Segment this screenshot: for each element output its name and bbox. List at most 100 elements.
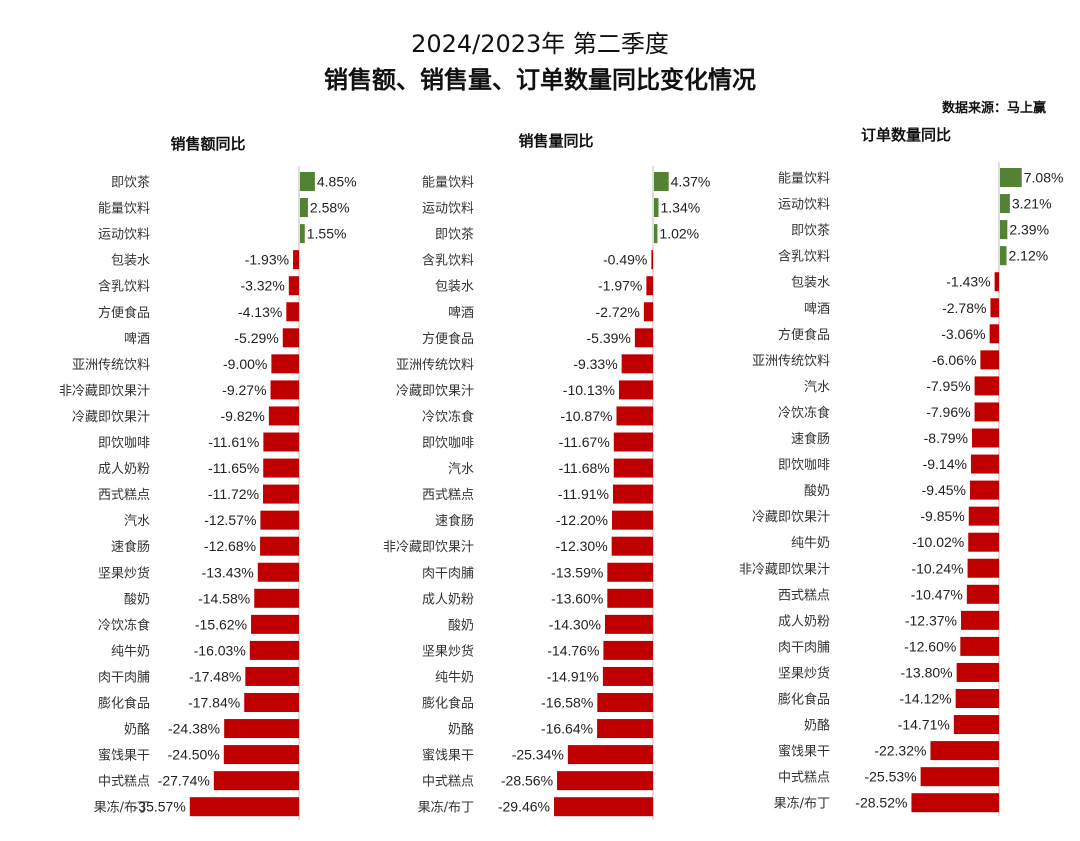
bar bbox=[557, 771, 653, 791]
category-label: 含乳饮料 bbox=[422, 253, 474, 269]
bar bbox=[612, 484, 653, 504]
category-label: 果冻/布丁 bbox=[418, 800, 474, 816]
data-label: 1.55% bbox=[307, 226, 347, 242]
data-label: -17.48% bbox=[189, 668, 241, 684]
category-label: 运动饮料 bbox=[778, 198, 830, 213]
data-label: -6.06% bbox=[932, 352, 976, 368]
data-label: -22.32% bbox=[874, 743, 926, 759]
bar bbox=[286, 302, 299, 322]
bar bbox=[271, 354, 299, 374]
bar bbox=[300, 172, 315, 191]
bar bbox=[567, 745, 653, 765]
data-label: -11.91% bbox=[558, 486, 609, 502]
category-label: 含乳饮料 bbox=[98, 279, 150, 295]
data-label: 4.85% bbox=[317, 174, 357, 190]
category-label: 能量饮料 bbox=[98, 202, 150, 217]
data-label: -12.30% bbox=[556, 538, 608, 554]
panel-title: 销售量同比 bbox=[518, 132, 593, 150]
data-label: 2.39% bbox=[1009, 222, 1049, 238]
category-label: 中式糕点 bbox=[422, 775, 474, 790]
data-label: -4.13% bbox=[238, 304, 282, 320]
category-label: 即饮咖啡 bbox=[98, 436, 150, 451]
category-label: 方便食品 bbox=[778, 327, 830, 343]
bar bbox=[260, 510, 299, 530]
data-label: -10.24% bbox=[911, 560, 963, 576]
bar bbox=[970, 454, 999, 474]
category-label: 能量饮料 bbox=[422, 176, 474, 191]
bar bbox=[990, 298, 999, 318]
bar bbox=[611, 536, 653, 556]
category-label: 中式糕点 bbox=[778, 771, 830, 786]
chart-title-line1: 2024/2023年 第二季度 bbox=[411, 30, 669, 58]
data-label: -14.58% bbox=[198, 590, 250, 606]
data-label: 2.58% bbox=[310, 200, 350, 216]
bar bbox=[613, 432, 653, 452]
category-label: 肉干肉脯 bbox=[98, 670, 150, 685]
bar bbox=[257, 562, 299, 582]
data-label: -7.95% bbox=[926, 378, 970, 394]
bar bbox=[554, 797, 653, 817]
bar bbox=[223, 745, 299, 765]
category-label: 酸奶 bbox=[124, 592, 150, 607]
bar bbox=[288, 276, 299, 296]
data-label: -9.85% bbox=[920, 508, 964, 524]
category-label: 坚果炒货 bbox=[778, 665, 830, 681]
data-label: -1.97% bbox=[598, 278, 642, 294]
data-label: -0.49% bbox=[603, 252, 647, 268]
bar bbox=[634, 328, 653, 348]
data-label: -1.43% bbox=[946, 274, 990, 290]
data-label: -10.47% bbox=[911, 586, 963, 602]
data-label: -11.72% bbox=[208, 486, 259, 502]
data-label: 1.02% bbox=[659, 226, 699, 242]
category-label: 果冻/布丁 bbox=[94, 800, 150, 816]
data-label: -13.43% bbox=[202, 564, 254, 580]
data-label: -14.12% bbox=[899, 691, 951, 707]
category-label: 即饮咖啡 bbox=[422, 436, 474, 451]
bar bbox=[621, 354, 653, 374]
bar bbox=[1000, 246, 1007, 266]
category-label: 果冻/布丁 bbox=[774, 796, 830, 812]
bar bbox=[989, 324, 999, 344]
category-label: 坚果炒货 bbox=[422, 643, 474, 659]
bar bbox=[953, 715, 999, 735]
bar bbox=[603, 640, 653, 660]
bar bbox=[646, 276, 653, 296]
bar bbox=[607, 562, 653, 582]
category-label: 奶酪 bbox=[124, 722, 150, 738]
bar bbox=[1000, 194, 1010, 214]
data-label: -9.45% bbox=[922, 482, 966, 498]
category-label: 纯牛奶 bbox=[435, 670, 474, 685]
category-label: 西式糕点 bbox=[422, 488, 474, 503]
bar bbox=[618, 380, 653, 400]
data-label: -14.91% bbox=[547, 668, 599, 684]
category-label: 成人奶粉 bbox=[98, 462, 150, 477]
category-label: 膨化食品 bbox=[98, 696, 150, 712]
category-label: 成人奶粉 bbox=[778, 614, 830, 629]
data-label: -9.82% bbox=[220, 408, 264, 424]
category-label: 亚洲传统饮料 bbox=[396, 358, 474, 373]
category-label: 非冷藏即饮果汁 bbox=[383, 540, 474, 555]
chart-title-line2: 销售额、销售量、订单数量同比变化情况 bbox=[324, 66, 756, 94]
bar bbox=[911, 793, 999, 813]
bar bbox=[213, 771, 299, 791]
category-label: 方便食品 bbox=[98, 305, 150, 321]
data-label: -3.32% bbox=[240, 278, 284, 294]
data-label: -1.93% bbox=[245, 252, 289, 268]
data-label: -13.80% bbox=[900, 664, 952, 680]
category-label: 蜜饯果干 bbox=[778, 745, 830, 760]
bar bbox=[300, 198, 308, 218]
category-label: 速食肠 bbox=[111, 539, 150, 555]
bar bbox=[245, 666, 299, 686]
category-label: 包装水 bbox=[111, 254, 150, 269]
data-label: -11.68% bbox=[559, 460, 610, 476]
data-label: -12.57% bbox=[204, 512, 256, 528]
category-label: 纯牛奶 bbox=[791, 536, 830, 551]
data-label: -29.46% bbox=[498, 799, 550, 815]
bar bbox=[613, 458, 653, 478]
data-label: -9.27% bbox=[222, 382, 266, 398]
bar bbox=[244, 693, 299, 712]
bar bbox=[968, 532, 999, 552]
category-label: 汽水 bbox=[448, 462, 474, 477]
data-label: -5.39% bbox=[587, 330, 631, 346]
data-label: -25.34% bbox=[512, 747, 564, 763]
